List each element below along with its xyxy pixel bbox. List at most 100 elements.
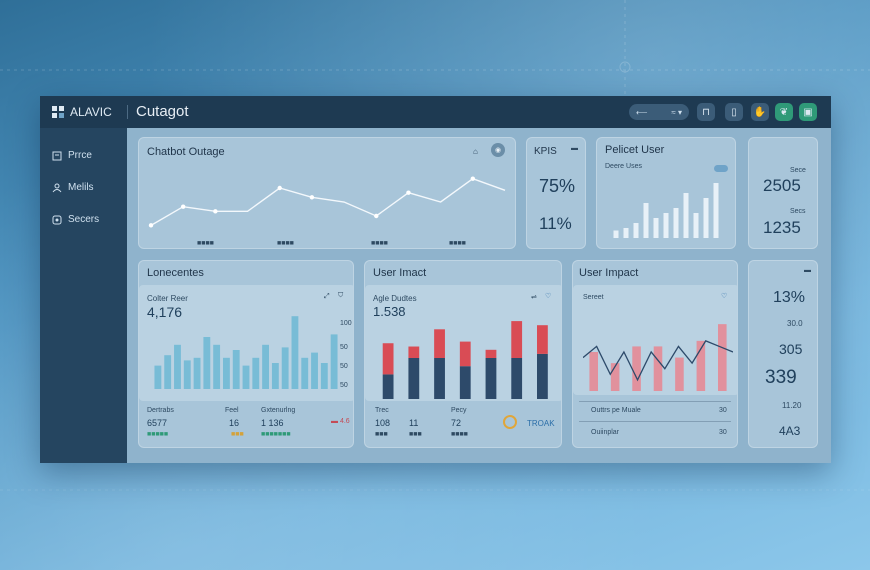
- footer-label: Pecy: [451, 407, 467, 414]
- user-impact-stacked-bar-chart: [382, 321, 548, 399]
- bar-top: [511, 321, 523, 358]
- card-title: Pelicet User: [605, 144, 665, 156]
- filter-icon[interactable]: ⇌: [531, 294, 537, 301]
- bar: [643, 203, 649, 238]
- home-icon[interactable]: ⌂: [473, 147, 478, 156]
- footer-label: Gxtenurlng: [261, 407, 296, 414]
- data-point: [277, 185, 282, 191]
- bar: [281, 347, 289, 389]
- card-title: Chatbot Outage: [147, 146, 225, 158]
- bar-top: [382, 343, 394, 375]
- peliket-user-card: Pelicet User Deere Uses: [596, 137, 736, 249]
- stat-value: 11.20: [782, 401, 802, 410]
- chatbot-outage-card: Chatbot Outage ⌂ ◉ ■■■■ ■■■■ ■■■■ ■■■■: [138, 137, 516, 249]
- stat-value: 339: [765, 367, 797, 388]
- document-icon: ▯: [731, 106, 737, 118]
- bar: [653, 346, 663, 391]
- card-subtitle: Deere Uses: [605, 163, 642, 170]
- stat-value: 30.0: [787, 319, 803, 328]
- bar: [693, 213, 699, 238]
- bar: [718, 324, 727, 391]
- data-point: [180, 204, 186, 209]
- card-title: Lonecentes: [147, 267, 204, 279]
- bar: [262, 344, 270, 389]
- bar: [291, 316, 299, 389]
- bar: [311, 352, 318, 389]
- stat-value: 305: [779, 341, 803, 357]
- kpi-value: 11%: [539, 214, 572, 233]
- bar: [320, 363, 328, 389]
- more-icon[interactable]: ▬: [571, 145, 578, 152]
- bar-top: [537, 325, 548, 354]
- hand-button[interactable]: ✋: [751, 103, 769, 121]
- sidebar-item-page[interactable]: Prrce: [52, 150, 92, 161]
- divider: [579, 401, 731, 402]
- bar: [713, 183, 719, 238]
- footer-value: ▬ 4.6: [331, 418, 350, 425]
- brand: ALAVIC: [52, 105, 112, 119]
- toggle-switch[interactable]: [714, 165, 728, 172]
- bar-top: [408, 346, 420, 358]
- share-button[interactable]: ❦: [775, 103, 793, 121]
- footer-value: 1 136: [261, 418, 284, 428]
- dashboard-window: ALAVIC Cutagot ⟵ ≈ ▾ ⊓ ▯ ✋ ❦ ▣ Prrce Mel…: [40, 96, 831, 463]
- stat-label: Secs: [790, 208, 806, 215]
- brand-name: ALAVIC: [70, 105, 112, 119]
- chatbot-line-chart: [148, 176, 506, 228]
- bar: [164, 355, 172, 389]
- stat-value: 1235: [763, 218, 801, 237]
- data-point: [374, 213, 379, 219]
- section-label: Sereet: [583, 294, 604, 301]
- lonecentes-card: Lonecentes Colter Reer 4,176 ⤢ ⛉ 100 50 …: [138, 260, 354, 448]
- notification-button[interactable]: ⊓: [697, 103, 715, 121]
- bar-base: [511, 358, 523, 399]
- hand-icon: ✋: [753, 106, 767, 118]
- footer-label: Dertrabs: [147, 407, 174, 414]
- document-button[interactable]: ▯: [725, 103, 743, 121]
- footer-label: Feel: [225, 407, 239, 414]
- stat-value: 2505: [763, 176, 801, 195]
- bar-top: [459, 341, 471, 367]
- row-label: Outtrs pe Muale: [591, 407, 641, 414]
- dropdown-text: ≈ ▾: [671, 107, 682, 117]
- lonecentes-bar-chart: [154, 316, 338, 389]
- summary-top-card: Sece 2505 Secs 1235: [748, 137, 818, 249]
- data-point: [470, 176, 476, 181]
- chat-icon[interactable]: ◉: [491, 143, 505, 157]
- y-tick: 50: [340, 363, 348, 370]
- bar: [154, 365, 162, 389]
- section-value: 4,176: [147, 304, 183, 320]
- y-tick: 50: [340, 382, 348, 389]
- footer-value: 16: [229, 418, 240, 428]
- expand-icon[interactable]: ⤢: [324, 293, 330, 300]
- footer-value: 6577: [147, 418, 168, 428]
- series-line: [150, 177, 506, 226]
- status-ring-icon: [503, 415, 517, 429]
- arrow-left-icon: ⟵: [636, 107, 648, 117]
- back-dropdown[interactable]: ⟵ ≈ ▾: [629, 104, 689, 120]
- page-icon: [52, 151, 62, 160]
- bar: [623, 228, 629, 238]
- bar: [675, 357, 684, 391]
- user-impact-card: User Imact Agle Dudtes 1.538 ⇌ ♡ Trec 10…: [364, 260, 562, 448]
- kpi-value: 75%: [539, 176, 576, 196]
- shield-icon[interactable]: ⛉: [338, 292, 344, 299]
- heart-icon[interactable]: ♡: [545, 293, 552, 300]
- sidebar-item-metrics[interactable]: Melils: [52, 182, 94, 193]
- save-button[interactable]: ▣: [799, 103, 817, 121]
- bar: [174, 344, 181, 389]
- footer-value: 11: [409, 418, 419, 428]
- footer-sub: ■■■: [409, 431, 422, 438]
- row-value: 30: [719, 407, 727, 414]
- sidebar-item-label: Secers: [68, 214, 100, 225]
- section-value: 1.538: [373, 304, 406, 319]
- settings-icon: [52, 215, 62, 224]
- stat-label: Sece: [790, 167, 806, 174]
- stat-value: 13%: [773, 289, 806, 306]
- heart-icon[interactable]: ♡: [721, 293, 728, 300]
- more-icon[interactable]: ▬: [804, 267, 811, 274]
- sidebar-item-settings[interactable]: Secers: [52, 214, 99, 225]
- kpis-card: KPIS ▬ 75% 11%: [526, 137, 586, 249]
- footer-value: 72: [451, 418, 462, 428]
